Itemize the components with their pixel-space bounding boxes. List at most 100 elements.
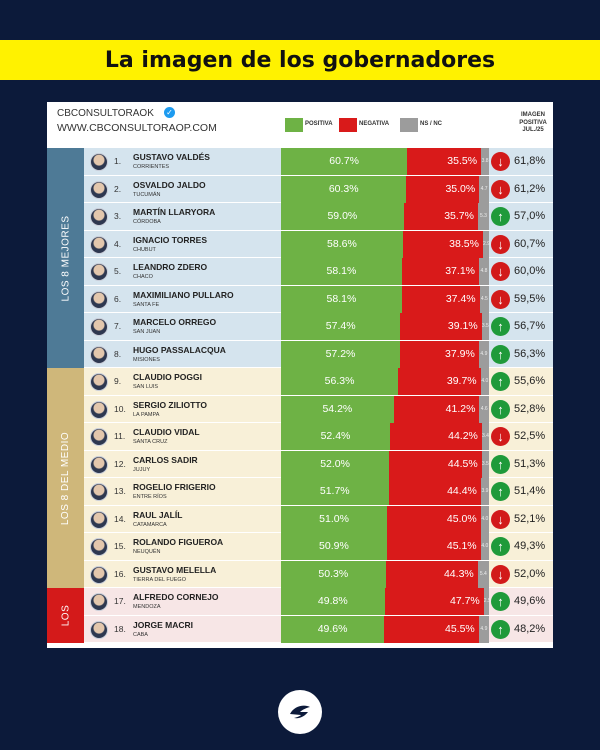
- rank-number: 18.: [114, 623, 126, 634]
- bar-negativa: [389, 450, 482, 478]
- bar-negativa: [398, 368, 481, 395]
- bar-negativa: [385, 560, 478, 588]
- governor-name: SERGIO ZILIOTTO: [133, 399, 207, 410]
- bar-negativa: [384, 615, 479, 643]
- rank-number: 8.: [114, 348, 122, 359]
- value-nsnc: 3.5: [481, 460, 489, 467]
- table-row: 1. GUSTAVO VALDÉS CORRIENTES 60.7% 35.5% 3.8 ↓…: [84, 148, 553, 176]
- group-label: LOS 8 MEJORES: [47, 148, 84, 368]
- arrow-up-icon: ↑: [491, 482, 510, 501]
- arrow-down-icon: ↓: [491, 179, 510, 199]
- bar-nsnc: [479, 258, 489, 285]
- province-name: TUCUMÁN: [133, 191, 161, 198]
- previous-image-value: 57,0%: [514, 210, 546, 222]
- value-nsnc: 4.0: [481, 543, 489, 549]
- table-row: 2. OSVALDO JALDO TUCUMÁN 60.3% 35.0% 4.7 ↓ 61,2…: [84, 175, 553, 203]
- bar-nsnc: [481, 313, 489, 340]
- governor-name: JORGE MACRI: [133, 619, 193, 630]
- bar-positiva: [281, 285, 402, 313]
- group-band: [47, 148, 84, 368]
- governor-name: CARLOS SADIR: [133, 454, 198, 465]
- value-negativa: 45.1%: [446, 540, 477, 552]
- table-row: 13. ROGELIO FRIGERIO ENTRE RÍOS 51.7% 44.4% 3…: [84, 478, 553, 506]
- value-nsnc: 3.5: [481, 323, 489, 329]
- group-label-text: LOS 8 DEL MEDIO: [60, 431, 71, 525]
- bar-positiva: [281, 423, 390, 450]
- value-nsnc: 5.3: [480, 213, 487, 219]
- avatar: [90, 483, 108, 501]
- avatar: [90, 345, 108, 364]
- governor-name: ROGELIO FRIGERIO: [133, 482, 216, 492]
- value-positiva: 49.6%: [317, 622, 348, 635]
- bar-nsnc: [482, 230, 489, 258]
- table-row: 16. GUSTAVO MELELLA TIERRA DEL FUEGO 50.3% 4…: [84, 560, 553, 588]
- value-nsnc: 4.5: [480, 295, 488, 302]
- previous-image-value: 52,0%: [514, 567, 546, 580]
- bar-nsnc: [479, 285, 489, 313]
- table-row: 17. ALFREDO CORNEJO MENDOZA 49.8% 47.7% 2.5 ↑ 4…: [84, 588, 553, 616]
- arrow-up-icon: ↑: [491, 344, 510, 364]
- rank-number: 1.: [114, 156, 122, 166]
- avatar: [90, 538, 108, 556]
- arrow-down-icon: ↓: [491, 509, 510, 529]
- rank-number: 5.: [114, 266, 122, 276]
- brand-logo-icon: [290, 705, 310, 719]
- governor-name: GUSTAVO VALDÉS: [133, 152, 210, 162]
- bar-negativa: [388, 478, 481, 505]
- value-nsnc: 2.9: [482, 240, 490, 247]
- rank-number: 2.: [114, 183, 122, 194]
- province-name: JUJUY: [133, 466, 151, 473]
- governor-name: ROLANDO FIGUEROA: [133, 537, 224, 547]
- bar-negativa: [406, 175, 480, 203]
- bar-positiva: [281, 148, 408, 175]
- province-name: MENDOZA: [133, 604, 161, 610]
- governor-name: MARTÍN LLARYORA: [133, 207, 216, 217]
- arrow-down-icon: ↓: [491, 152, 510, 171]
- group-band: [47, 368, 84, 588]
- arrow-up-icon: ↑: [491, 592, 510, 611]
- value-nsnc: 5.4: [479, 570, 487, 577]
- avatar: [90, 455, 108, 474]
- value-nsnc: 4.0: [481, 378, 489, 384]
- table-row: 8. HUGO PASSALACQUA MISIONES 57.2% 37.9% 4.9 ↑…: [84, 340, 553, 368]
- rank-number: 16.: [114, 568, 126, 579]
- arrow-down-icon: ↓: [491, 289, 510, 309]
- table-row: 7. MARCELO ORREGO SAN JUAN 57.4% 39.1% 3.5 ↑ 56…: [84, 313, 553, 341]
- rank-number: 9.: [114, 376, 122, 386]
- brand-logo: [278, 690, 322, 734]
- value-positiva: 51.7%: [319, 485, 350, 497]
- previous-image-value: 56,3%: [514, 347, 546, 360]
- bar-negativa: [393, 395, 480, 423]
- ranking-card: CBCONSULTORAOK ✓ WWW.CBCONSULTORAOP.COM …: [47, 102, 553, 648]
- legend-nsnc-swatch: [400, 118, 418, 132]
- value-negativa: 45.5%: [445, 622, 475, 635]
- avatar: [90, 263, 108, 281]
- bar-positiva: [281, 588, 385, 615]
- value-positiva: 51.0%: [319, 512, 349, 525]
- image-column-header-line1: IMAGEN: [521, 112, 545, 118]
- bar-positiva: [281, 615, 385, 643]
- arrow-up-icon: ↑: [491, 399, 510, 419]
- bar-nsnc: [478, 615, 489, 643]
- arrow-up-icon: ↑: [491, 372, 510, 391]
- governor-name: LEANDRO ZDERO: [133, 262, 208, 272]
- bar-positiva: [281, 175, 407, 203]
- group-label: LOS 8 DEL MEDIO: [47, 368, 84, 588]
- value-negativa: 44.2%: [448, 430, 478, 442]
- avatar: [90, 153, 108, 171]
- group-band: [47, 588, 84, 643]
- bar-nsnc: [477, 203, 489, 230]
- rank-number: 15.: [114, 541, 126, 551]
- bar-nsnc: [480, 368, 489, 395]
- previous-image-value: 61,8%: [514, 155, 546, 167]
- table-row: 18. JORGE MACRI CABA 49.6% 45.5% 4.9 ↑ 48,2%: [84, 615, 553, 643]
- arrow-down-icon: ↓: [491, 234, 510, 254]
- rank-number: 11.: [114, 431, 126, 441]
- value-negativa: 37.1%: [445, 265, 475, 277]
- rank-number: 17.: [114, 596, 126, 606]
- avatar: [90, 400, 108, 419]
- governor-name: IGNACIO TORRES: [133, 234, 207, 245]
- value-negativa: 35.7%: [444, 210, 474, 222]
- value-negativa: 35.0%: [445, 182, 476, 195]
- bar-positiva: [281, 340, 400, 368]
